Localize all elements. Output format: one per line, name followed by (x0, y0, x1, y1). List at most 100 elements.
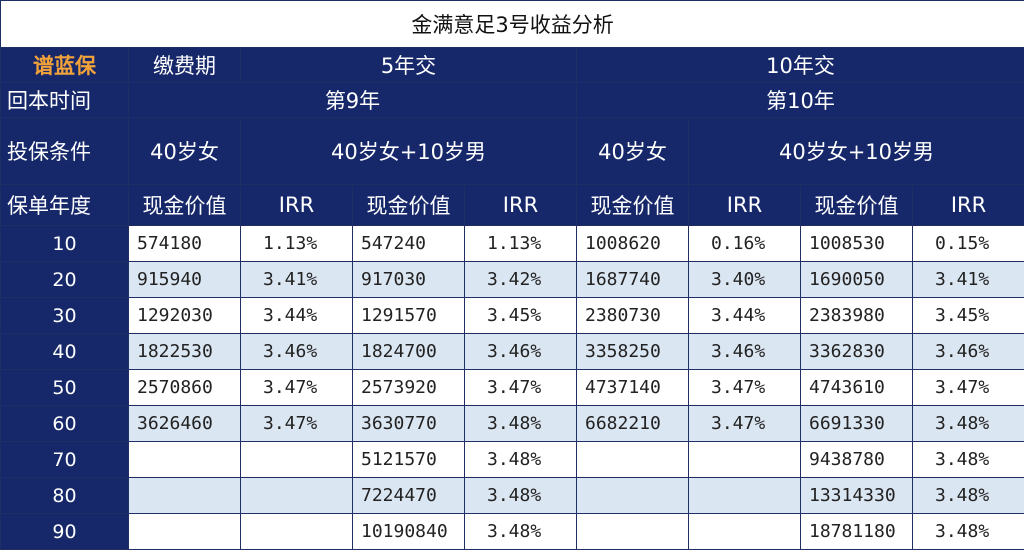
cash-value-cell: 2570860 (128, 369, 241, 406)
irr-cell (240, 441, 353, 478)
cash-value-cell (576, 513, 689, 550)
irr-cell: 3.48% (464, 513, 577, 550)
cash-value-cell: 1824700 (352, 333, 465, 370)
table-row: 20 915940 3.41% 917030 3.42% 1687740 3.40% 1690… (0, 261, 1024, 298)
cash-value-cell (576, 441, 689, 478)
irr-cell: 3.46% (464, 333, 577, 370)
irr-cell: 3.46% (688, 333, 801, 370)
irr-cell (240, 513, 353, 550)
policy-year-cell: 20 (0, 261, 129, 298)
cash-value-cell (128, 513, 241, 550)
table-row: 60 3626460 3.47% 3630770 3.48% 6682210 3.47% 66… (0, 405, 1024, 442)
irr-cell: 3.47% (464, 369, 577, 406)
irr-cell (688, 441, 801, 478)
policy-year-cell: 40 (0, 333, 129, 370)
cash-value-cell: 1291570 (352, 297, 465, 334)
cash-value-cell: 1822530 (128, 333, 241, 370)
irr-cell: 3.46% (911, 333, 1024, 370)
irr-cell: 3.41% (240, 261, 353, 298)
cash-value-cell: 2380730 (576, 297, 689, 334)
irr-cell: 3.48% (464, 477, 577, 514)
irr-cell: 3.40% (688, 261, 801, 298)
return-time-label: 回本时间 (0, 82, 129, 118)
plan-10yr-cond-b: 40岁女+10岁男 (687, 117, 1024, 185)
cash-value-cell: 10190840 (352, 513, 465, 550)
cash-value-cell: 3630770 (352, 405, 465, 442)
cash-value-cell: 18781180 (800, 513, 913, 550)
irr-cell: 3.45% (911, 297, 1024, 334)
cash-value-cell: 915940 (128, 261, 241, 298)
col-cash-value: 现金价值 (128, 184, 241, 226)
brand-label: 谱蓝保 (0, 47, 129, 83)
irr-cell: 3.48% (911, 513, 1024, 550)
irr-cell: 1.13% (464, 225, 577, 262)
col-irr: IRR (464, 184, 577, 226)
table-row: 80 7224470 3.48% 13314330 3.48% (0, 477, 1024, 514)
cash-value-cell: 13314330 (800, 477, 913, 514)
cash-value-cell (128, 441, 241, 478)
policy-year-cell: 80 (0, 477, 129, 514)
policy-year-cell: 50 (0, 369, 129, 406)
cash-value-cell: 4743610 (800, 369, 913, 406)
irr-cell: 3.48% (911, 405, 1024, 442)
col-irr: IRR (688, 184, 801, 226)
table-row: 50 2570860 3.47% 2573920 3.47% 4737140 3.47% 47… (0, 369, 1024, 406)
cash-value-cell: 574180 (128, 225, 241, 262)
table-row: 40 1822530 3.46% 1824700 3.46% 3358250 3.46% 33… (0, 333, 1024, 370)
cash-value-cell: 1008530 (800, 225, 913, 262)
irr-cell: 3.47% (688, 405, 801, 442)
table-row: 70 5121570 3.48% 9438780 3.48% (0, 441, 1024, 478)
cash-value-cell: 6691330 (800, 405, 913, 442)
table-title: 金满意足3号收益分析 (0, 0, 1024, 48)
irr-cell: 3.47% (240, 369, 353, 406)
cash-value-cell: 6682210 (576, 405, 689, 442)
col-irr: IRR (240, 184, 353, 226)
col-cash-value: 现金价值 (352, 184, 465, 226)
cash-value-cell: 4737140 (576, 369, 689, 406)
condition-label: 投保条件 (0, 117, 129, 185)
cash-value-cell: 1008620 (576, 225, 689, 262)
policy-year-cell: 90 (0, 513, 129, 550)
irr-cell: 3.48% (464, 405, 577, 442)
plan-10yr-pay: 10年交 (575, 47, 1024, 83)
cash-value-cell: 2573920 (352, 369, 465, 406)
irr-cell: 3.44% (688, 297, 801, 334)
cash-value-cell: 1292030 (128, 297, 241, 334)
col-cash-value: 现金价值 (576, 184, 689, 226)
policy-year-cell: 10 (0, 225, 129, 262)
plan-5yr-cond-b: 40岁女+10岁男 (240, 117, 577, 185)
policy-year-cell: 60 (0, 405, 129, 442)
table-row: 90 10190840 3.48% 18781180 3.48% (0, 513, 1024, 550)
irr-cell: 0.15% (911, 225, 1024, 262)
irr-cell: 3.42% (464, 261, 577, 298)
irr-cell: 3.44% (240, 297, 353, 334)
plan-5yr-pay: 5年交 (240, 47, 577, 83)
plan-5yr-cond-a: 40岁女 (128, 117, 241, 185)
col-cash-value: 现金价值 (800, 184, 913, 226)
table-row: 30 1292030 3.44% 1291570 3.45% 2380730 3.44% 23… (0, 297, 1024, 334)
cash-value-cell: 3362830 (800, 333, 913, 370)
col-irr: IRR (911, 184, 1024, 226)
irr-cell (688, 513, 801, 550)
cash-value-cell: 1690050 (800, 261, 913, 298)
irr-cell: 3.46% (240, 333, 353, 370)
plan-10yr-cond-a: 40岁女 (576, 117, 689, 185)
cash-value-cell: 7224470 (352, 477, 465, 514)
irr-cell: 3.48% (464, 441, 577, 478)
cash-value-cell (576, 477, 689, 514)
irr-cell (688, 477, 801, 514)
irr-cell: 3.45% (464, 297, 577, 334)
policy-year-cell: 70 (0, 441, 129, 478)
irr-cell: 3.41% (911, 261, 1024, 298)
plan-10yr-return-year: 第10年 (575, 82, 1024, 118)
irr-cell: 1.13% (240, 225, 353, 262)
irr-cell: 3.47% (911, 369, 1024, 406)
cash-value-cell: 917030 (352, 261, 465, 298)
irr-cell: 3.48% (911, 477, 1024, 514)
table-row: 10 574180 1.13% 547240 1.13% 1008620 0.16% 1008… (0, 225, 1024, 262)
cash-value-cell: 3626460 (128, 405, 241, 442)
cash-value-cell: 5121570 (352, 441, 465, 478)
pay-period-label: 缴费期 (128, 47, 241, 83)
cash-value-cell (128, 477, 241, 514)
